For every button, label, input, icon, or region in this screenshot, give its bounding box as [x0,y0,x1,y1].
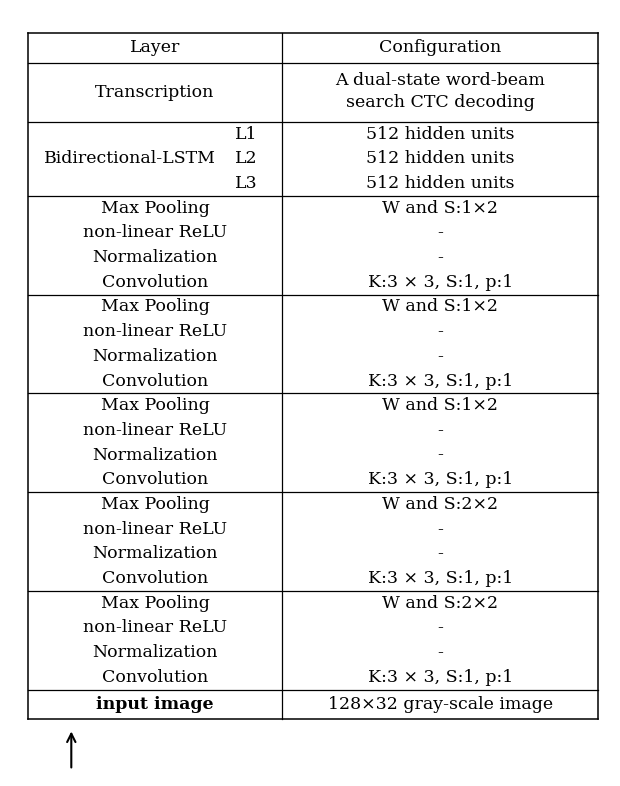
Text: K:3 × 3, S:1, p:1: K:3 × 3, S:1, p:1 [368,472,513,488]
Text: Normalization: Normalization [92,348,218,365]
Text: Normalization: Normalization [92,545,218,562]
Text: Configuration: Configuration [379,39,502,57]
Text: -: - [437,225,443,241]
Text: Layer: Layer [130,39,180,57]
Text: Normalization: Normalization [92,249,218,266]
Text: non-linear ReLU: non-linear ReLU [83,422,227,439]
Text: -: - [437,323,443,340]
Text: A dual-state word-beam: A dual-state word-beam [335,72,545,89]
Text: Max Pooling: Max Pooling [100,397,210,414]
Text: K:3 × 3, S:1, p:1: K:3 × 3, S:1, p:1 [368,274,513,291]
Text: -: - [437,348,443,365]
Text: Convolution: Convolution [102,472,208,488]
Text: non-linear ReLU: non-linear ReLU [83,225,227,241]
Text: -: - [437,520,443,538]
Text: -: - [437,619,443,637]
Text: -: - [437,249,443,266]
Text: 128×32 gray-scale image: 128×32 gray-scale image [327,696,553,713]
Text: Max Pooling: Max Pooling [100,496,210,513]
Text: -: - [437,422,443,439]
Text: W and S:2×2: W and S:2×2 [382,496,498,513]
Text: 512 hidden units: 512 hidden units [366,175,515,192]
Text: W and S:1×2: W and S:1×2 [382,200,498,217]
Text: K:3 × 3, S:1, p:1: K:3 × 3, S:1, p:1 [368,570,513,587]
Text: Transcription: Transcription [95,84,215,101]
Text: -: - [437,644,443,661]
Text: Max Pooling: Max Pooling [100,299,210,315]
Text: L3: L3 [235,175,257,192]
Text: W and S:2×2: W and S:2×2 [382,595,498,612]
Text: -: - [437,545,443,562]
Text: Normalization: Normalization [92,446,218,464]
Text: Max Pooling: Max Pooling [100,200,210,217]
Text: Normalization: Normalization [92,644,218,661]
Text: L2: L2 [235,150,257,167]
Text: K:3 × 3, S:1, p:1: K:3 × 3, S:1, p:1 [368,669,513,685]
Text: -: - [437,446,443,464]
Text: K:3 × 3, S:1, p:1: K:3 × 3, S:1, p:1 [368,373,513,390]
Text: L1: L1 [235,126,257,143]
Text: search CTC decoding: search CTC decoding [346,94,534,112]
Text: non-linear ReLU: non-linear ReLU [83,619,227,637]
Text: Convolution: Convolution [102,373,208,390]
Text: 512 hidden units: 512 hidden units [366,150,515,167]
Text: input image: input image [96,696,214,713]
Text: Convolution: Convolution [102,274,208,291]
Text: Max Pooling: Max Pooling [100,595,210,612]
Text: Convolution: Convolution [102,570,208,587]
Text: Bidirectional-LSTM: Bidirectional-LSTM [44,150,216,167]
Text: non-linear ReLU: non-linear ReLU [83,520,227,538]
Text: Convolution: Convolution [102,669,208,685]
Text: non-linear ReLU: non-linear ReLU [83,323,227,340]
Text: W and S:1×2: W and S:1×2 [382,299,498,315]
Text: 512 hidden units: 512 hidden units [366,126,515,143]
Text: W and S:1×2: W and S:1×2 [382,397,498,414]
